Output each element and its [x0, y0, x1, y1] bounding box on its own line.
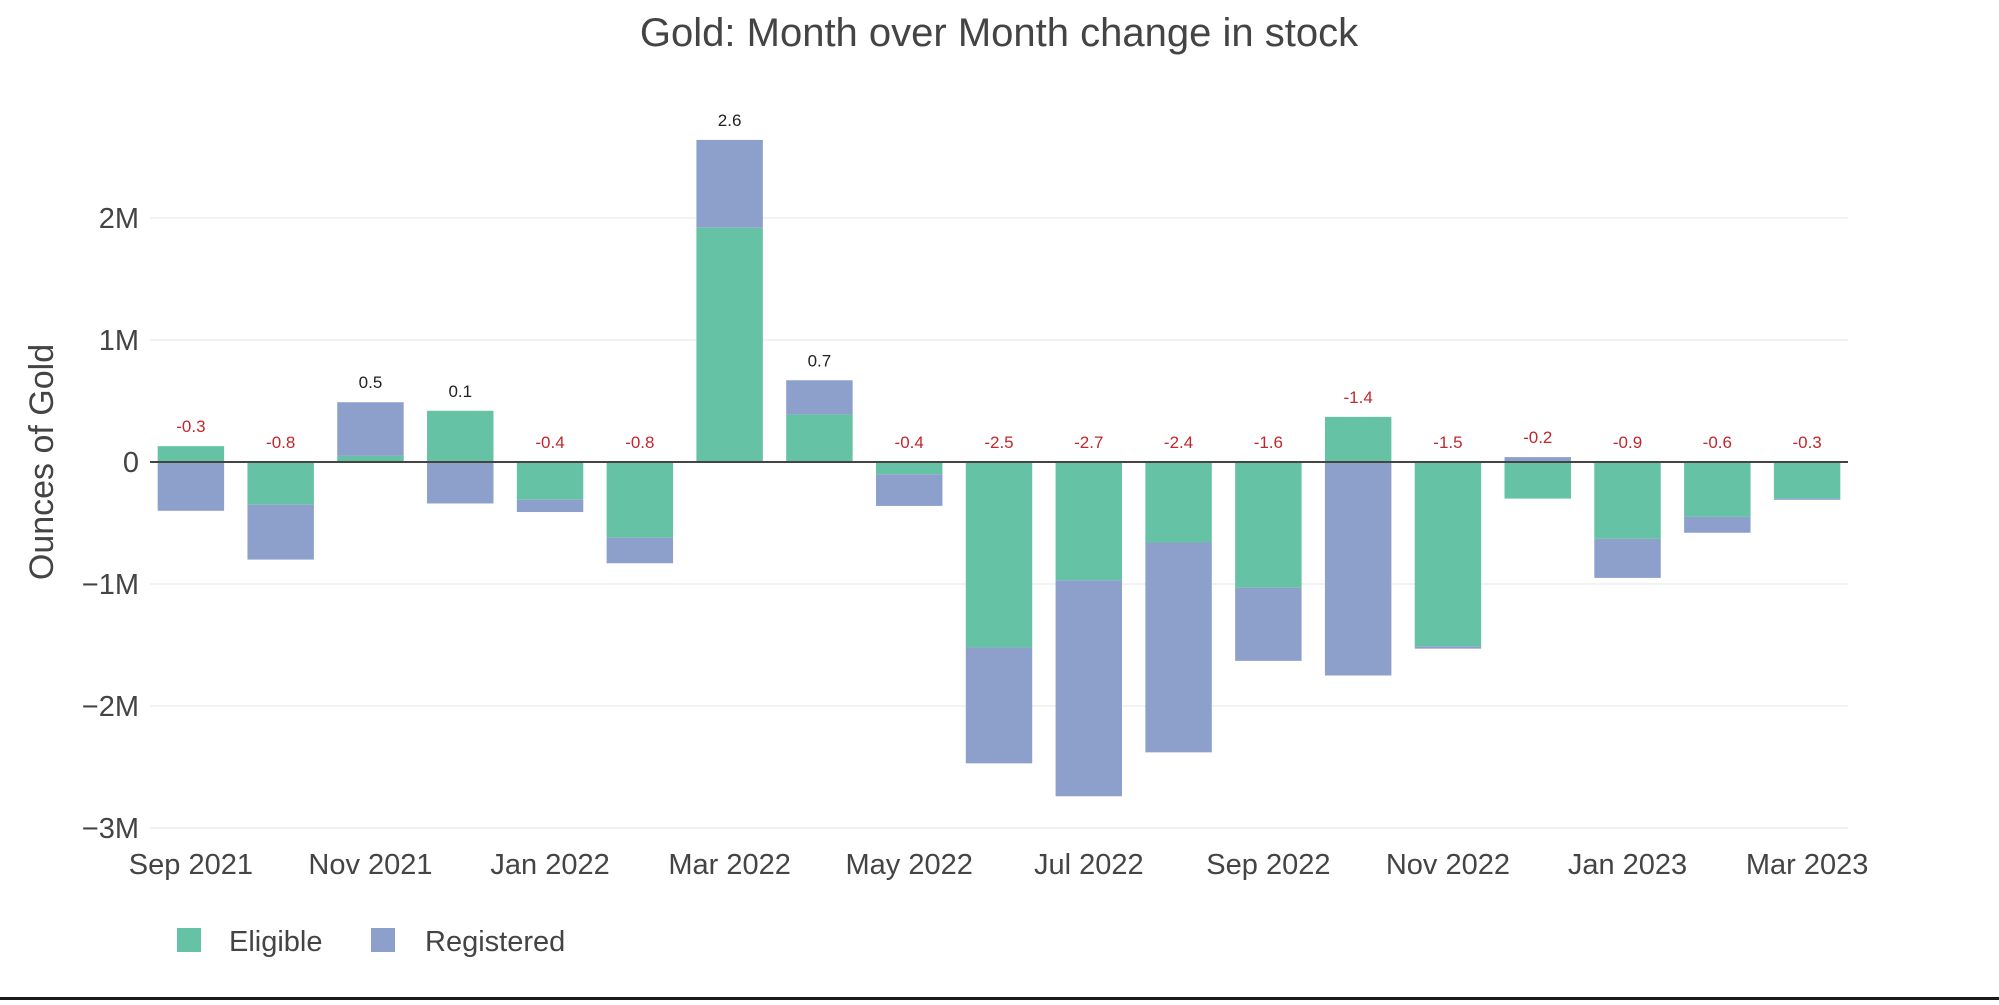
legend-swatch-eligible — [177, 928, 201, 952]
data-label: 0.1 — [448, 382, 472, 401]
bar-registered — [516, 499, 584, 513]
data-label: -1.4 — [1344, 388, 1373, 407]
bar-registered — [247, 504, 314, 560]
data-label: 0.5 — [359, 373, 383, 392]
bar-eligible — [1235, 462, 1302, 588]
legend-label-registered: Registered — [425, 926, 565, 958]
bar-registered — [1235, 587, 1302, 661]
x-tick-label: Nov 2021 — [308, 849, 432, 881]
bar-registered — [1324, 462, 1392, 676]
y-tick-label: 0 — [123, 447, 139, 479]
data-label: -0.6 — [1703, 433, 1732, 452]
bar-registered — [1594, 538, 1661, 578]
bar-eligible — [875, 462, 943, 475]
data-label: -0.8 — [266, 433, 295, 452]
bar-eligible — [1684, 462, 1751, 517]
bar-registered — [965, 647, 1033, 764]
x-tick-label: Nov 2022 — [1386, 849, 1510, 881]
bar-registered — [1504, 457, 1571, 462]
data-label: -0.3 — [176, 417, 205, 436]
x-axis-ticks: Sep 2021 Nov 2021 Jan 2022 Mar 2022 May 2022… — [129, 849, 1869, 881]
data-label: -1.5 — [1433, 433, 1462, 452]
bar-registered — [875, 474, 943, 506]
x-tick-label: May 2022 — [846, 849, 973, 881]
data-label: -2.4 — [1164, 433, 1193, 452]
bar-eligible — [1504, 462, 1571, 499]
bar-eligible — [606, 462, 674, 538]
y-axis-title: Ounces of Gold — [23, 344, 61, 580]
data-label: -0.3 — [1792, 433, 1821, 452]
bar-registered — [157, 462, 225, 511]
bar-eligible — [1145, 462, 1212, 543]
data-label: -0.4 — [535, 433, 564, 452]
legend-swatch-registered — [371, 928, 395, 952]
bar-eligible — [1324, 416, 1392, 462]
bar-registered — [1684, 516, 1751, 533]
data-label: -0.9 — [1613, 433, 1642, 452]
bar-eligible — [1594, 462, 1661, 539]
bar-registered — [1145, 542, 1212, 753]
x-tick-label: Sep 2022 — [1206, 849, 1330, 881]
y-tick-label: 1M — [99, 325, 139, 357]
data-label: 2.6 — [718, 111, 742, 130]
data-label: -1.6 — [1254, 433, 1283, 452]
bottom-border — [0, 997, 1999, 1000]
bar-eligible — [516, 462, 584, 500]
legend-item-eligible[interactable]: Eligible — [177, 926, 323, 958]
bars — [157, 139, 1841, 797]
bar-eligible — [247, 462, 314, 505]
bar-eligible — [427, 410, 494, 462]
bar-registered — [337, 402, 404, 456]
legend: Eligible Registered — [177, 926, 565, 958]
data-label: -0.4 — [895, 433, 924, 452]
bar-eligible — [337, 455, 404, 462]
x-tick-label: Mar 2022 — [668, 849, 791, 881]
bar-eligible — [965, 462, 1033, 648]
x-tick-label: Jan 2022 — [490, 849, 609, 881]
data-labels: -0.3 -0.8 0.5 0.1 -0.4 -0.8 2.6 0.7 -0.4 -2.5 -2.7… — [176, 111, 1822, 452]
bar-registered — [427, 462, 494, 504]
bar-registered — [1773, 498, 1841, 500]
bar-eligible — [1773, 462, 1841, 499]
legend-label-eligible: Eligible — [229, 926, 323, 958]
legend-item-registered[interactable]: Registered — [371, 926, 565, 958]
x-tick-label: Sep 2021 — [129, 849, 253, 881]
data-label: -0.2 — [1523, 428, 1552, 447]
x-tick-label: Jul 2022 — [1034, 849, 1144, 881]
y-tick-label: −1M — [82, 569, 139, 601]
y-axis-ticks: 2M 1M 0 −1M −2M −3M — [82, 203, 139, 845]
data-label: 0.7 — [808, 351, 832, 370]
chart-title: Gold: Month over Month change in stock — [640, 11, 1359, 55]
bar-eligible — [1055, 462, 1123, 581]
bar-registered — [786, 380, 853, 415]
bar-registered — [1055, 580, 1123, 797]
data-label: -2.7 — [1074, 433, 1103, 452]
bar-registered — [696, 139, 763, 228]
y-tick-label: 2M — [99, 203, 139, 235]
data-label: -0.8 — [625, 433, 654, 452]
bar-eligible — [157, 446, 225, 462]
data-label: -2.5 — [984, 433, 1013, 452]
x-tick-label: Mar 2023 — [1746, 849, 1869, 881]
bar-registered — [1414, 646, 1482, 649]
bar-registered — [606, 537, 674, 564]
y-tick-label: −2M — [82, 691, 139, 723]
bar-eligible — [786, 414, 853, 462]
bar-eligible — [696, 227, 763, 462]
x-tick-label: Jan 2023 — [1568, 849, 1687, 881]
y-tick-label: −3M — [82, 813, 139, 845]
bar-eligible — [1414, 462, 1482, 647]
